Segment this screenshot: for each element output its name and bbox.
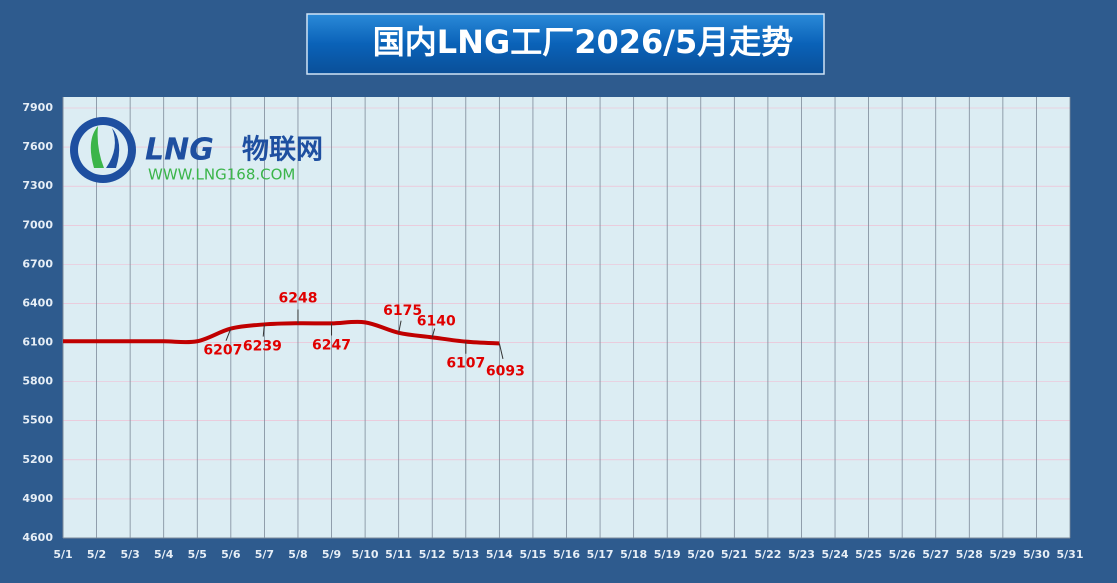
data-label: 6140 — [417, 313, 456, 329]
data-label: 6093 — [486, 363, 525, 379]
x-tick-label: 5/15 — [519, 548, 546, 561]
x-tick-label: 5/14 — [486, 548, 513, 561]
x-tick-label: 5/5 — [188, 548, 207, 561]
x-tick-label: 5/25 — [855, 548, 882, 561]
logo-url: WWW.LNG168.COM — [148, 166, 295, 184]
x-tick-label: 5/10 — [352, 548, 379, 561]
y-tick-label: 7600 — [22, 140, 53, 153]
x-tick-label: 5/17 — [587, 548, 614, 561]
x-tick-label: 5/1 — [53, 548, 72, 561]
x-tick-label: 5/2 — [87, 548, 106, 561]
y-tick-label: 4600 — [22, 531, 53, 544]
x-tick-label: 5/29 — [989, 548, 1016, 561]
x-tick-label: 5/18 — [620, 548, 647, 561]
x-tick-label: 5/4 — [154, 548, 174, 561]
data-label: 6239 — [243, 338, 282, 354]
x-tick-label: 5/27 — [922, 548, 949, 561]
x-tick-label: 5/26 — [889, 548, 916, 561]
x-tick-label: 5/24 — [822, 548, 849, 561]
data-label: 6107 — [446, 356, 485, 372]
title-box — [306, 13, 825, 75]
logo-name: LNG — [145, 133, 214, 168]
x-tick-label: 5/19 — [654, 548, 681, 561]
y-tick-label: 5500 — [22, 414, 53, 427]
leader-line — [262, 324, 265, 337]
x-tick-label: 5/8 — [288, 548, 307, 561]
leader-line — [225, 328, 232, 341]
data-label: 6207 — [203, 343, 242, 359]
leader-line — [431, 328, 436, 338]
y-tick-label: 6400 — [22, 296, 53, 309]
series-line — [63, 319, 500, 346]
x-tick-label: 5/22 — [754, 548, 781, 561]
data-label: 6248 — [278, 290, 317, 306]
x-tick-label: 5/21 — [721, 548, 748, 561]
x-tick-label: 5/9 — [322, 548, 341, 561]
leader-line — [498, 343, 504, 359]
x-tick-label: 5/7 — [255, 548, 274, 561]
y-tick-label: 7000 — [22, 218, 53, 231]
x-tick-label: 5/30 — [1023, 548, 1050, 561]
y-tick-label: 7300 — [22, 179, 53, 192]
logo-suffix: 物联网 — [242, 135, 323, 166]
y-tick-label: 5200 — [22, 453, 53, 466]
x-tick-label: 5/11 — [385, 548, 412, 561]
y-tick-label: 6700 — [22, 257, 53, 270]
logo-leaf — [106, 128, 120, 168]
y-tick-label: 4900 — [22, 492, 53, 505]
logo: LNG 物联网 WWW.LNG168.COM — [70, 117, 323, 184]
x-tick-label: 5/16 — [553, 548, 580, 561]
x-tick-label: 5/28 — [956, 548, 983, 561]
data-label: 6247 — [312, 337, 351, 353]
logo-leaf — [90, 126, 104, 168]
x-tick-label: 5/23 — [788, 548, 815, 561]
x-tick-label: 5/13 — [452, 548, 479, 561]
x-tick-label: 5/12 — [419, 548, 446, 561]
x-tick-label: 5/6 — [221, 548, 241, 561]
x-tick-label: 5/20 — [687, 548, 714, 561]
y-tick-label: 7900 — [22, 101, 53, 114]
data-label: 6175 — [383, 303, 422, 319]
leader-line — [398, 320, 402, 333]
y-tick-label: 6100 — [22, 336, 53, 349]
chart-title: 国内LNG工厂2026/5月走势 — [373, 23, 793, 61]
x-tick-label: 5/31 — [1057, 548, 1084, 561]
y-tick-label: 5800 — [22, 375, 53, 388]
x-tick-label: 5/3 — [120, 548, 139, 561]
